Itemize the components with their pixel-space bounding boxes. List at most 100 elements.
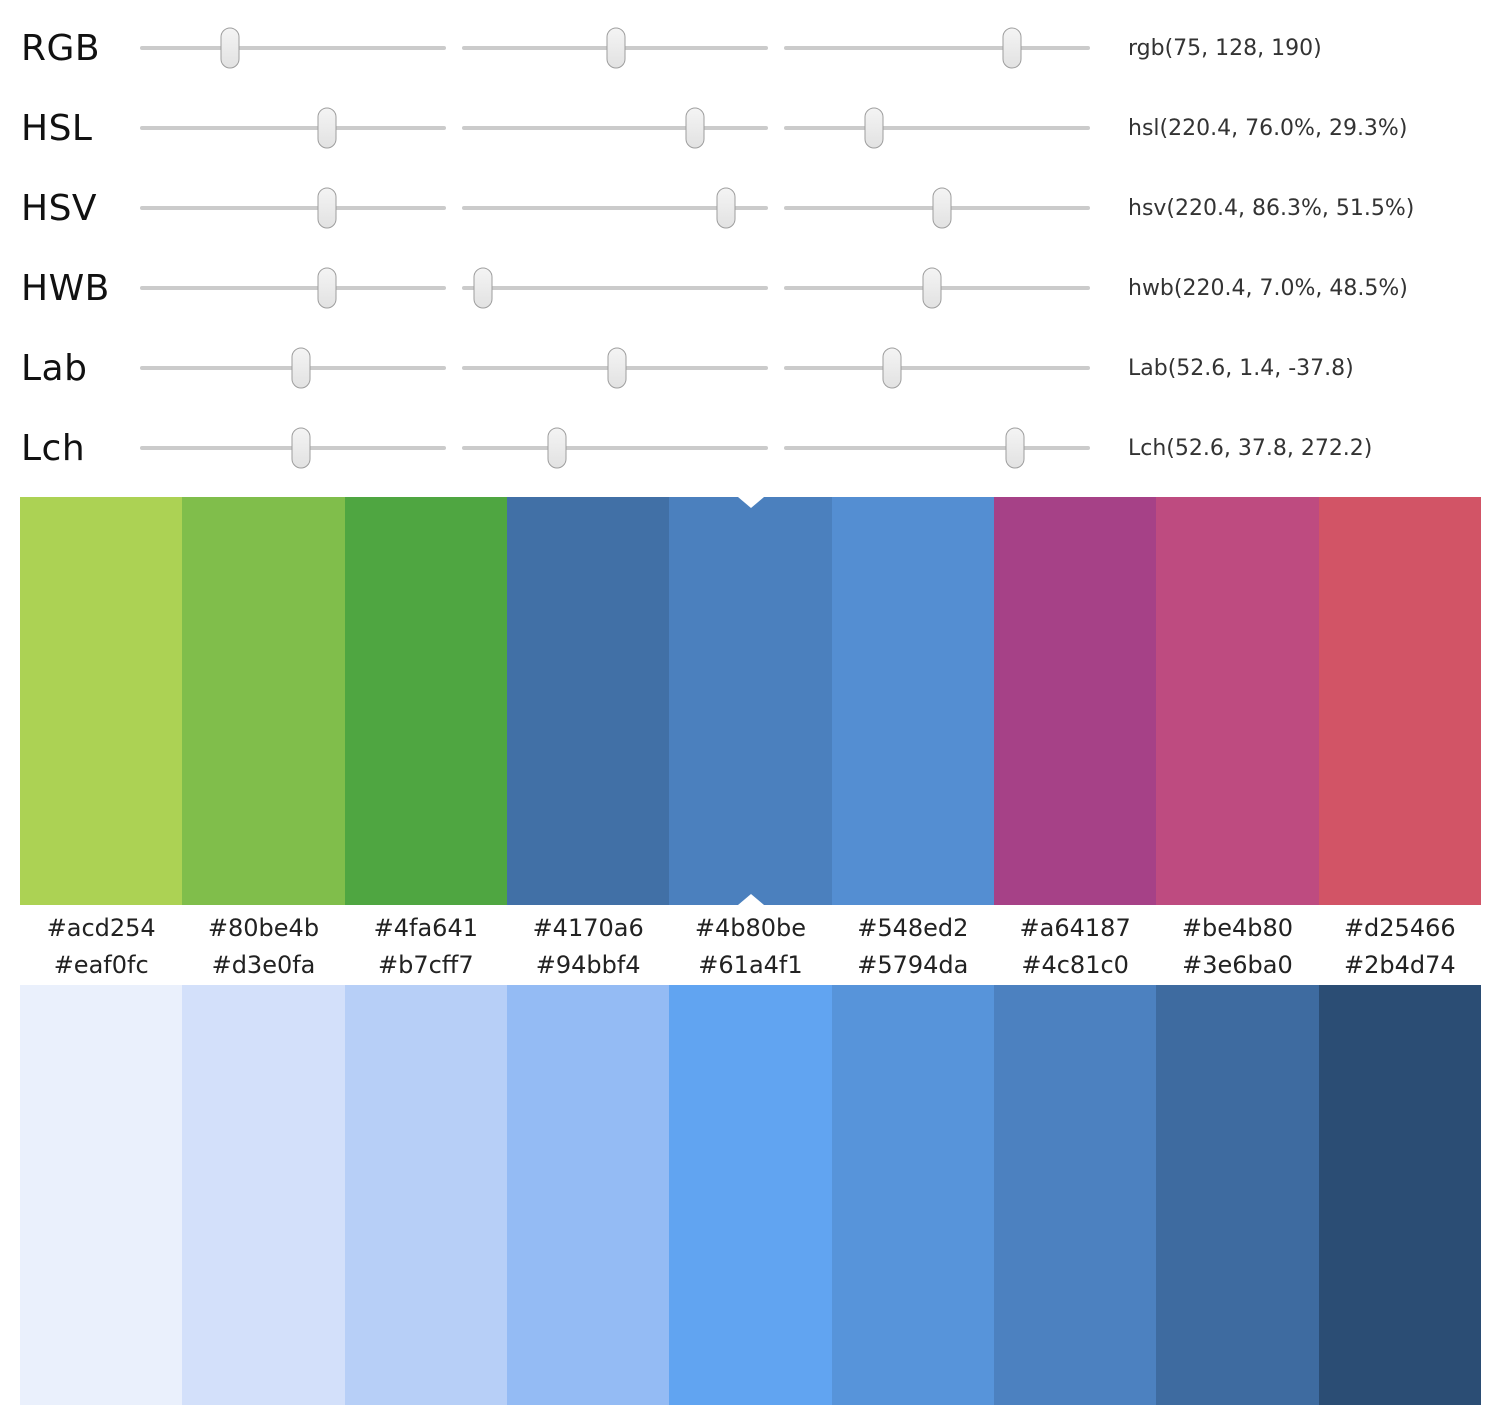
slider-thumb[interactable] xyxy=(932,187,952,229)
hex-label: #4fa641 xyxy=(373,914,478,942)
hue-swatch[interactable] xyxy=(1156,497,1319,905)
slider-track[interactable] xyxy=(784,366,1090,370)
hex-label: #80be4b xyxy=(207,914,320,942)
slider-thumb[interactable] xyxy=(922,267,942,309)
slider-thumb[interactable] xyxy=(220,27,240,69)
color-value-text: Lch(52.6, 37.8, 272.2) xyxy=(1128,435,1373,461)
slider-row-rgb: RGB rgb(75, 128, 190) xyxy=(21,8,1501,88)
slider-thumb[interactable] xyxy=(291,347,311,389)
rgb-blue-slider[interactable] xyxy=(784,25,1090,71)
color-value-text: hsv(220.4, 86.3%, 51.5%) xyxy=(1128,195,1415,221)
slider-row-hwb: HWB hwb(220.4, 7.0%, 48.5%) xyxy=(21,248,1501,328)
slider-thumb[interactable] xyxy=(606,27,626,69)
hex-label: #d25466 xyxy=(1343,914,1456,942)
slider-row-hsv: HSV hsv(220.4, 86.3%, 51.5%) xyxy=(21,168,1501,248)
slider-thumb[interactable] xyxy=(291,427,311,469)
hex-label: #eaf0fc xyxy=(53,951,149,979)
shade-hex-labels: #eaf0fc #d3e0fa #b7cff7 #94bbf4 #61a4f1 … xyxy=(20,951,1481,985)
hue-swatch[interactable] xyxy=(182,497,345,905)
slider-track[interactable] xyxy=(784,446,1090,450)
hex-label: #4170a6 xyxy=(532,914,644,942)
slider-thumb[interactable] xyxy=(882,347,902,389)
hue-swatch[interactable] xyxy=(1318,497,1481,905)
shade-swatch[interactable] xyxy=(669,985,832,1405)
slider-track[interactable] xyxy=(462,446,768,450)
hsl-hue-slider[interactable] xyxy=(140,105,446,151)
slider-track[interactable] xyxy=(462,126,768,130)
slider-thumb[interactable] xyxy=(607,347,627,389)
shade-swatch[interactable] xyxy=(344,985,507,1405)
hue-swatch-selected[interactable] xyxy=(669,497,832,905)
lab-b-slider[interactable] xyxy=(784,345,1090,391)
shade-swatch[interactable] xyxy=(1318,985,1481,1405)
color-model-label: HSL xyxy=(21,107,93,149)
hue-swatch[interactable] xyxy=(993,497,1157,905)
hue-hex-labels: #acd254 #80be4b #4fa641 #4170a6 #4b80be … xyxy=(20,905,1481,951)
slider-thumb[interactable] xyxy=(317,187,337,229)
slider-track[interactable] xyxy=(784,46,1090,50)
shade-swatch[interactable] xyxy=(20,985,183,1405)
color-value-text: Lab(52.6, 1.4, -37.8) xyxy=(1128,355,1354,381)
slider-thumb[interactable] xyxy=(1002,27,1022,69)
hsv-hue-slider[interactable] xyxy=(140,185,446,231)
hwb-whiteness-slider[interactable] xyxy=(462,265,768,311)
hue-strip xyxy=(20,497,1481,905)
hwb-blackness-slider[interactable] xyxy=(784,265,1090,311)
slider-track[interactable] xyxy=(462,206,768,210)
shade-swatch[interactable] xyxy=(831,985,994,1405)
hex-label: #acd254 xyxy=(46,914,156,942)
slider-thumb[interactable] xyxy=(547,427,567,469)
lch-hue-slider[interactable] xyxy=(784,425,1090,471)
shade-palette xyxy=(20,985,1481,1405)
color-value-text: hsl(220.4, 76.0%, 29.3%) xyxy=(1128,115,1408,141)
hex-label: #5794da xyxy=(857,951,969,979)
slider-track[interactable] xyxy=(140,46,446,50)
slider-row-lab: Lab Lab(52.6, 1.4, -37.8) xyxy=(21,328,1501,408)
slider-track[interactable] xyxy=(784,126,1090,130)
slider-thumb[interactable] xyxy=(864,107,884,149)
shade-swatch[interactable] xyxy=(182,985,345,1405)
slider-thumb[interactable] xyxy=(317,107,337,149)
hex-label: #3e6ba0 xyxy=(1182,951,1293,979)
color-model-label: HSV xyxy=(21,187,98,229)
hsl-saturation-slider[interactable] xyxy=(462,105,768,151)
slider-thumb[interactable] xyxy=(1005,427,1025,469)
hsv-value-slider[interactable] xyxy=(784,185,1090,231)
slider-track[interactable] xyxy=(462,286,768,290)
color-value-text: rgb(75, 128, 190) xyxy=(1128,35,1322,61)
slider-track[interactable] xyxy=(140,126,446,130)
color-model-label: RGB xyxy=(21,27,101,69)
rgb-green-slider[interactable] xyxy=(462,25,768,71)
hex-label: #be4b80 xyxy=(1181,914,1294,942)
slider-thumb[interactable] xyxy=(473,267,493,309)
shade-swatch[interactable] xyxy=(1156,985,1319,1405)
hsl-lightness-slider[interactable] xyxy=(784,105,1090,151)
slider-thumb[interactable] xyxy=(716,187,736,229)
selected-swatch-notch-bottom-icon xyxy=(737,894,764,905)
slider-track[interactable] xyxy=(140,286,446,290)
color-value-text: hwb(220.4, 7.0%, 48.5%) xyxy=(1128,275,1408,301)
hwb-hue-slider[interactable] xyxy=(140,265,446,311)
color-sliders-panel: RGB rgb(75, 128, 190) HSL hsl(220.4, xyxy=(0,0,1501,488)
lch-chroma-slider[interactable] xyxy=(462,425,768,471)
hue-palette xyxy=(20,497,1481,905)
lab-l-slider[interactable] xyxy=(140,345,446,391)
slider-row-lch: Lch Lch(52.6, 37.8, 272.2) xyxy=(21,408,1501,488)
hex-label: #548ed2 xyxy=(857,914,969,942)
hex-label: #4b80be xyxy=(694,914,807,942)
slider-thumb[interactable] xyxy=(685,107,705,149)
hex-label: #4c81c0 xyxy=(1021,951,1129,979)
hsv-saturation-slider[interactable] xyxy=(462,185,768,231)
hue-swatch[interactable] xyxy=(344,497,507,905)
hue-swatch[interactable] xyxy=(831,497,994,905)
hue-swatch[interactable] xyxy=(20,497,183,905)
selected-swatch-notch-top-icon xyxy=(737,497,764,508)
shade-swatch[interactable] xyxy=(506,985,670,1405)
lab-a-slider[interactable] xyxy=(462,345,768,391)
lch-l-slider[interactable] xyxy=(140,425,446,471)
shade-swatch[interactable] xyxy=(993,985,1157,1405)
slider-track[interactable] xyxy=(140,206,446,210)
slider-thumb[interactable] xyxy=(317,267,337,309)
rgb-red-slider[interactable] xyxy=(140,25,446,71)
hue-swatch[interactable] xyxy=(506,497,670,905)
